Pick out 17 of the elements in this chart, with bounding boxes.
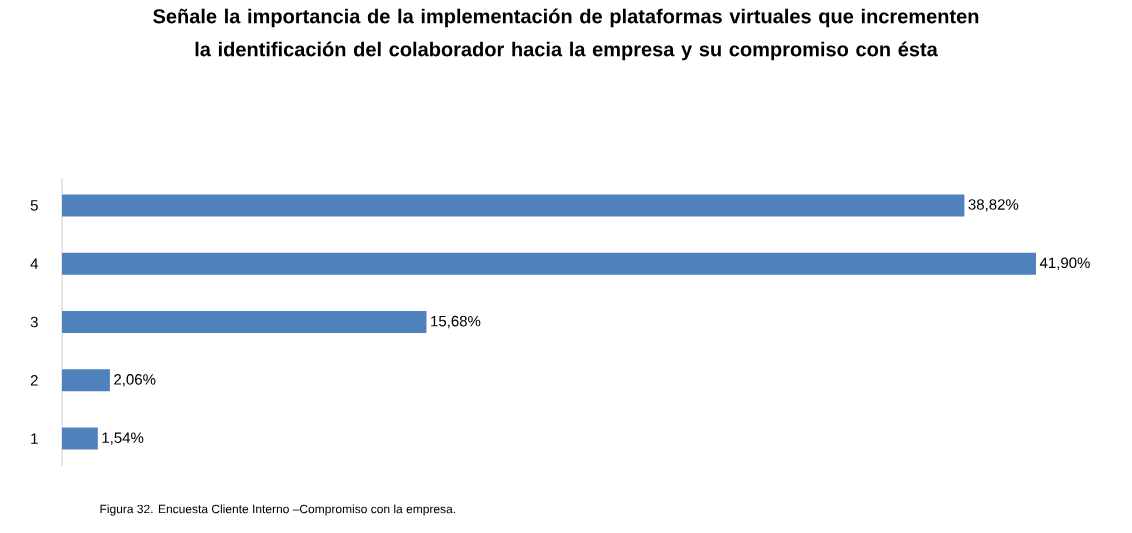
bar xyxy=(62,311,427,333)
data-label: 15,68% xyxy=(431,315,481,329)
bar xyxy=(62,369,110,392)
data-label: 41,90% xyxy=(1039,257,1090,270)
data-label: 1,54% xyxy=(102,432,144,445)
bar xyxy=(62,427,98,450)
y-tick-label: 2 xyxy=(30,375,38,386)
bar xyxy=(62,252,1036,275)
data-label: 38,82% xyxy=(968,199,1019,212)
chart-title: Señale la importancia de la implementación de plataformas virtuales que incrementen la identificación del colaborador hacia la empresa y su compromiso con ésta xyxy=(153,8,979,61)
y-tick-label: 1 xyxy=(31,433,38,444)
text: Figura 32. Encuesta Cliente Interno –Compromiso con la empresa. xyxy=(100,504,456,516)
y-tick-label: 3 xyxy=(30,316,38,328)
bar xyxy=(62,194,965,217)
data-label: 2,06% xyxy=(114,374,156,387)
y-tick-label: 5 xyxy=(30,200,38,211)
y-tick-label: 4 xyxy=(30,258,39,269)
